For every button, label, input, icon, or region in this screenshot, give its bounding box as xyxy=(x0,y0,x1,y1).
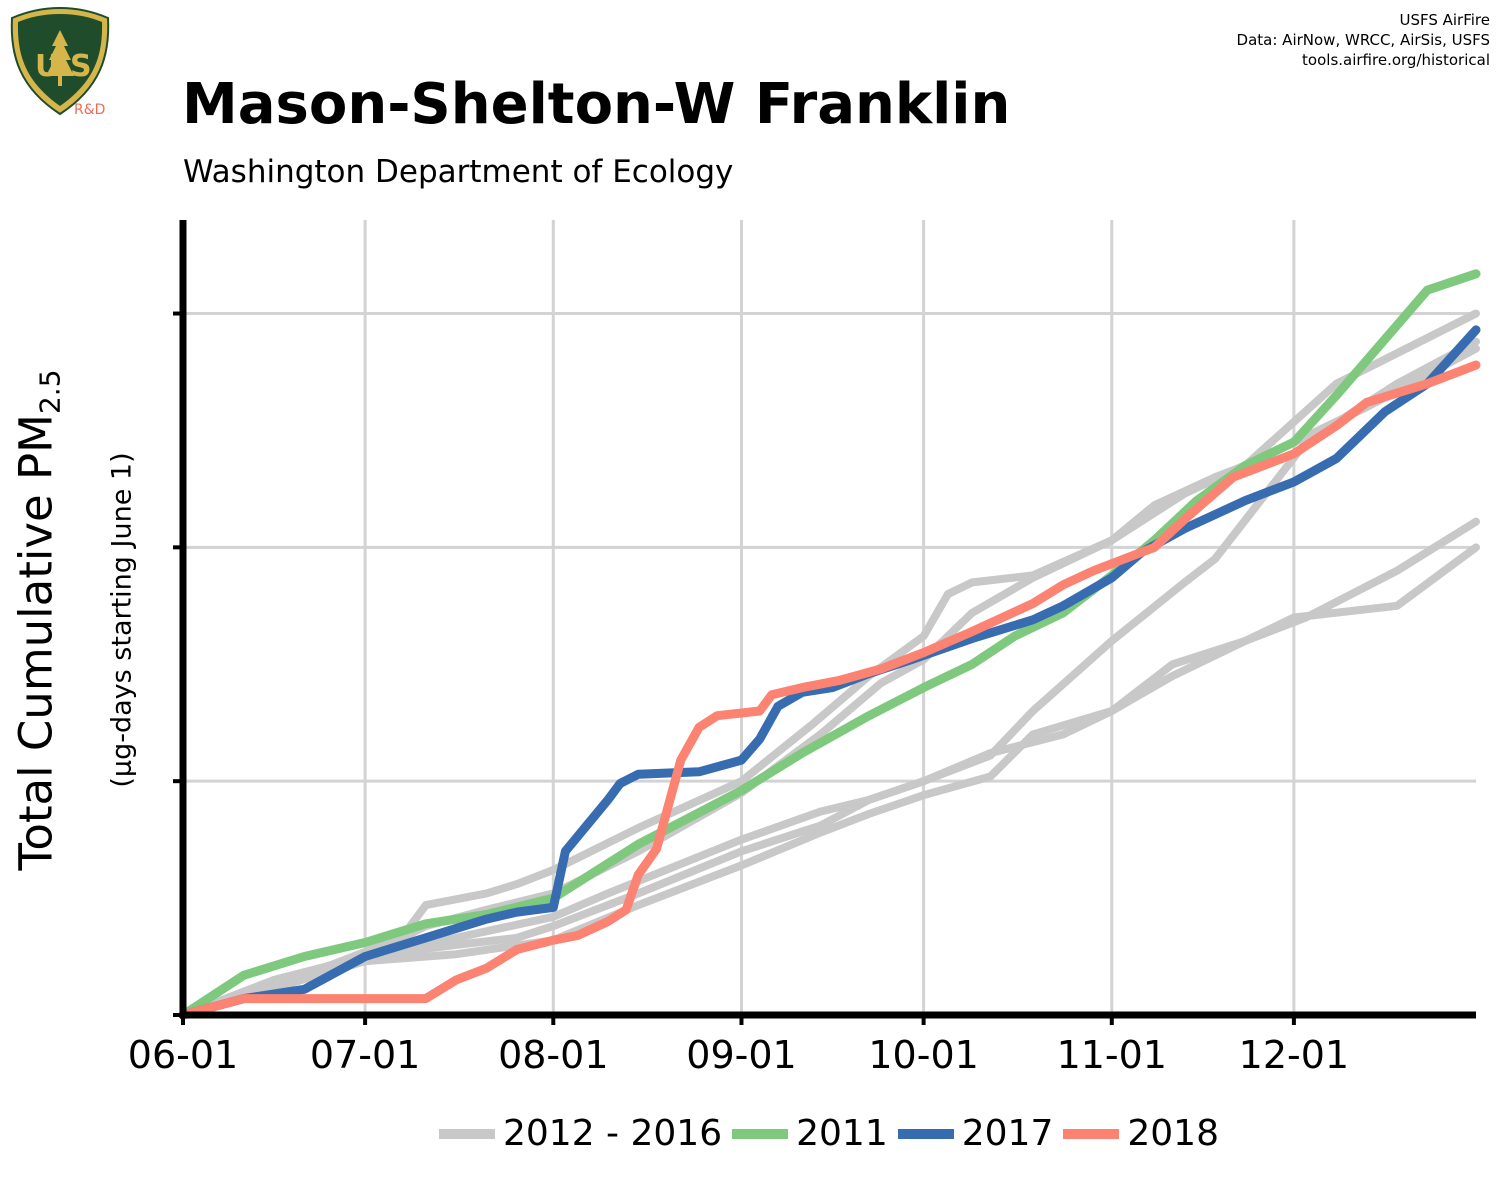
y-axis-sublabel: (µg-days starting June 1) xyxy=(106,452,138,788)
legend: 2012 - 2016 2011 2017 2018 xyxy=(0,1113,1500,1154)
credit-line: USFS AirFire xyxy=(1399,11,1490,29)
y-axis-label: Total Cumulative PM2.5 xyxy=(10,369,67,870)
y-axis-label-subscript: 2.5 xyxy=(33,369,67,415)
logo-tree-icon xyxy=(46,30,74,86)
usfs-logo: U S R&D xyxy=(10,6,110,118)
x-tick-label: 09-01 xyxy=(686,1033,796,1077)
x-tick-labels: 06-01 07-01 08-01 09-01 10-01 11-01 12-01 xyxy=(128,1033,1349,1077)
credit-line: Data: AirNow, WRCC, AirSis, USFS xyxy=(1236,31,1490,49)
y-axis-label-main: Total Cumulative PM xyxy=(9,414,63,871)
x-tick-label: 11-01 xyxy=(1057,1033,1167,1077)
credit-line: tools.airfire.org/historical xyxy=(1302,51,1490,69)
legend-item: 2017 xyxy=(897,1113,1054,1154)
legend-item: 2018 xyxy=(1063,1113,1219,1154)
legend-swatch xyxy=(732,1128,789,1139)
legend-label: 2017 xyxy=(961,1113,1054,1154)
grid-lines xyxy=(181,220,1476,1015)
x-tick-label: 12-01 xyxy=(1239,1033,1349,1077)
series-line-2018 xyxy=(178,360,1481,1020)
legend-swatch xyxy=(439,1128,495,1139)
series-line-bg-4 xyxy=(179,517,1480,1019)
legend-swatch xyxy=(1063,1128,1120,1139)
x-tick-label: 07-01 xyxy=(310,1033,420,1077)
series-line-bg-1 xyxy=(179,309,1480,1019)
x-tick-label: 10-01 xyxy=(868,1033,978,1077)
chart-subtitle: Washington Department of Ecology xyxy=(183,154,734,190)
chart-title: Mason-Shelton-W Franklin xyxy=(182,72,1011,137)
logo-tag: R&D xyxy=(74,102,105,118)
credits: USFS AirFire Data: AirNow, WRCC, AirSis,… xyxy=(1237,10,1490,70)
legend-swatch xyxy=(897,1128,954,1139)
legend-item: 2012 - 2016 xyxy=(439,1113,722,1154)
axes xyxy=(173,220,1476,1025)
series-lines xyxy=(178,269,1481,1020)
legend-label: 2018 xyxy=(1127,1113,1219,1154)
legend-label: 2011 xyxy=(796,1113,888,1154)
logo-letter-s: S xyxy=(70,49,92,84)
x-tick-label: 06-01 xyxy=(128,1033,238,1077)
x-tick-label: 08-01 xyxy=(498,1033,608,1077)
series-line-2017 xyxy=(178,325,1481,1020)
legend-label: 2012 - 2016 xyxy=(503,1113,723,1154)
legend-item: 2011 xyxy=(732,1113,888,1154)
series-line-2011 xyxy=(178,269,1481,1020)
